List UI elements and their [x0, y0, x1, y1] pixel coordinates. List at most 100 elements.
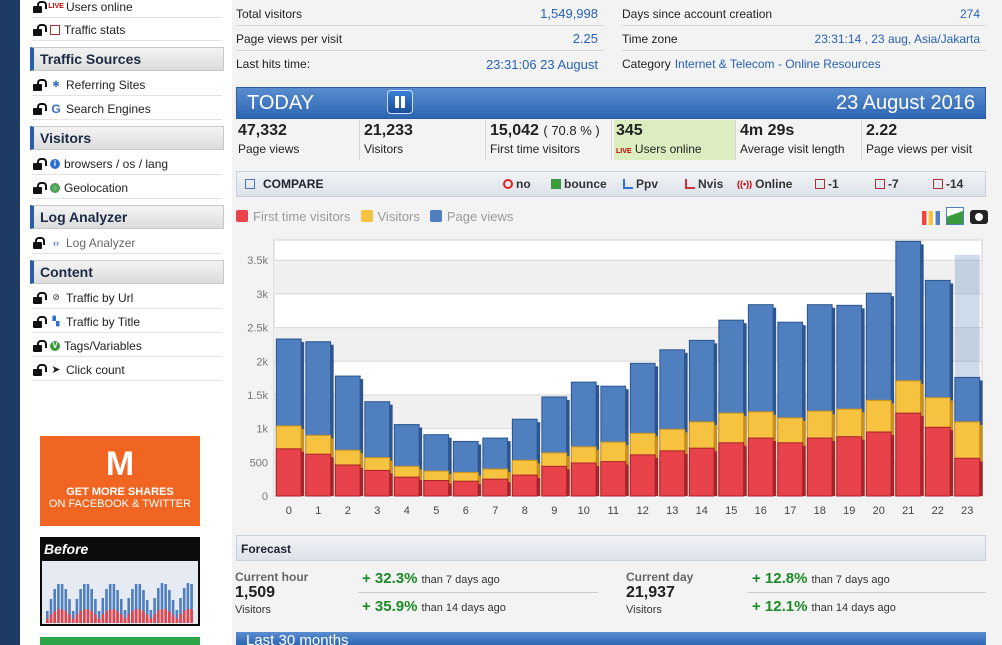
ad-mini-bar [46, 618, 49, 623]
metric-visitors[interactable]: 21,233 Visitors [362, 120, 486, 160]
first-time-visitors-bar-shade [891, 435, 895, 496]
y-tick-label: 2.5k [247, 323, 268, 335]
ad-mini-bar [86, 609, 90, 623]
y-tick-label: 0 [262, 491, 268, 503]
compare-bounce-button[interactable]: bounce [551, 177, 607, 191]
sidebar-item-traffic-by-url[interactable]: ⊘ Traffic by Url [32, 287, 222, 309]
live-icon: LIVE [616, 148, 632, 155]
ad-mini-bar [131, 611, 134, 623]
ad-mini-bar [138, 609, 142, 623]
page-views-bar-shade [330, 344, 334, 496]
calendar-icon [50, 24, 60, 35]
first-time-visitors-bar [718, 442, 745, 497]
compare-no-button[interactable]: no [503, 177, 531, 191]
ad-mini-bar [97, 611, 101, 623]
first-time-visitors-bar [482, 478, 509, 497]
metric-value: 4m 29s [740, 122, 795, 139]
first-time-visitors-bar [895, 412, 922, 497]
camera-icon[interactable] [970, 210, 988, 224]
sidebar-item-traffic-stats[interactable]: Traffic stats [32, 19, 222, 41]
first-time-visitors-bar-shade [625, 464, 629, 496]
metric-percent: ( 70.8 % ) [543, 123, 600, 138]
first-time-visitors-bar [954, 457, 981, 497]
sidebar-item-geolocation[interactable]: Geolocation [32, 177, 222, 199]
ad-mini-bar [149, 618, 153, 623]
sidebar-item-search-engines[interactable]: G Search Engines [32, 98, 222, 120]
ad-banner-shares[interactable]: M GET MORE SHARES ON FACEBOOK & TWITTER [40, 436, 200, 526]
metric-page-views-per-visit[interactable]: 2.22 Page views per visit [864, 120, 986, 160]
first-time-visitors-bar [570, 462, 597, 497]
sidebar-item-tags-variables[interactable]: V Tags/Variables [32, 335, 222, 357]
metric-average-visit-length[interactable]: 4m 29s Average visit length [738, 120, 862, 160]
sidebar-item-users-online[interactable]: LIVE Users online [32, 0, 222, 18]
sidebar-item-label: Geolocation [64, 180, 129, 195]
compare-minus14-button[interactable]: -14 [933, 177, 963, 191]
x-tick-label: 21 [902, 505, 914, 517]
page-views-bar-shade [950, 283, 954, 496]
link-icon: ⊘ [52, 292, 60, 302]
forecast-current-day: Current day 21,937 Visitors [626, 570, 693, 616]
ad-banner-before[interactable]: Before [40, 537, 200, 626]
first-time-visitors-bar-shade [714, 451, 718, 496]
sidebar-item-click-count[interactable]: ➤ Click count [32, 359, 222, 381]
metric-users-online[interactable]: 345 LIVE Users online [614, 120, 736, 160]
ad-mini-bar [97, 618, 101, 623]
page-views-bar-shade [802, 325, 806, 496]
sidebar-item-referring-sites[interactable]: ✱ Referring Sites [32, 74, 222, 96]
compare-online-button[interactable]: ((•)) Online [737, 177, 793, 191]
ad-banner-green[interactable] [40, 637, 200, 645]
y-tick-label: 2k [256, 356, 268, 368]
divider [358, 592, 598, 593]
stat-time-zone: Time zone 23:31:14 , 23 aug, Asia/Jakart… [622, 27, 986, 51]
first-time-visitors-bar [511, 474, 538, 497]
ad-mini-bar [75, 614, 79, 623]
first-time-visitors-bar [600, 461, 627, 497]
sidebar-item-browsers[interactable]: i browsers / os / lang [32, 153, 222, 175]
ad-mini-bar [131, 589, 134, 623]
legend-item-visitors[interactable]: Visitors [360, 207, 420, 225]
compare-minus7-button[interactable]: -7 [875, 177, 899, 191]
page-views-bar-shade [419, 427, 423, 496]
today-header: TODAY 23 August 2016 [236, 87, 986, 119]
pause-button[interactable] [387, 90, 413, 114]
ad-mini-bar [57, 584, 60, 623]
sidebar-item-log-analyzer[interactable]: ‹› Log Analyzer [32, 232, 222, 254]
compare-ppv-button[interactable]: Ppv [623, 177, 658, 191]
area-chart-icon[interactable] [946, 207, 964, 225]
category-link[interactable]: Internet & Telecom - Online Resources [674, 57, 881, 71]
x-tick-label: 15 [725, 505, 737, 517]
page-views-bar-shade [832, 307, 836, 496]
x-tick-label: 19 [843, 505, 855, 517]
main-content: Total visitors 1,549,998 Page views per … [232, 0, 1002, 645]
ad-mini-bar [186, 583, 190, 623]
forecast-value: 21,937 [626, 584, 675, 601]
unlock-icon [32, 315, 47, 328]
compare-minus1-button[interactable]: -1 [815, 177, 839, 191]
page-views-bar-shade [596, 385, 600, 496]
bar-chart-icon[interactable] [922, 211, 940, 225]
metric-label: Page views per visit [866, 142, 973, 156]
info-icon: i [50, 158, 60, 169]
x-tick-label: 1 [315, 505, 321, 517]
sidebar-item-label: Click count [66, 362, 125, 377]
stat-label: Time zone [622, 31, 678, 46]
sidebar-item-label: Users online [66, 0, 133, 14]
first-time-visitors-bar-shade [979, 461, 983, 496]
forecast-sub: Visitors [626, 604, 662, 616]
compare-nvis-button[interactable]: Nvis [685, 177, 723, 191]
x-tick-label: 12 [637, 505, 649, 517]
first-time-visitors-bar [393, 476, 420, 497]
legend-item-first-time-visitors[interactable]: First time visitors [236, 207, 351, 225]
metric-first-time-visitors[interactable]: 15,042 ( 70.8 % ) First time visitors [488, 120, 612, 160]
stat-page-views-per-visit: Page views per visit 2.25 [236, 27, 604, 51]
ad-mini-bar [108, 584, 112, 623]
ad-mini-bar [64, 589, 68, 623]
metric-page-views[interactable]: 47,332 Page views [236, 120, 360, 160]
unlock-icon [32, 78, 47, 91]
stat-last-hits: Last hits time: 23:31:06 23 August [236, 52, 604, 76]
legend-item-page-views[interactable]: Page views [429, 207, 513, 225]
sidebar-item-traffic-by-title[interactable]: ▚ Traffic by Title [32, 311, 222, 333]
ad-mini-bar [127, 598, 130, 623]
ad-title: Before [44, 541, 89, 557]
ad-mini-bar [90, 589, 93, 623]
